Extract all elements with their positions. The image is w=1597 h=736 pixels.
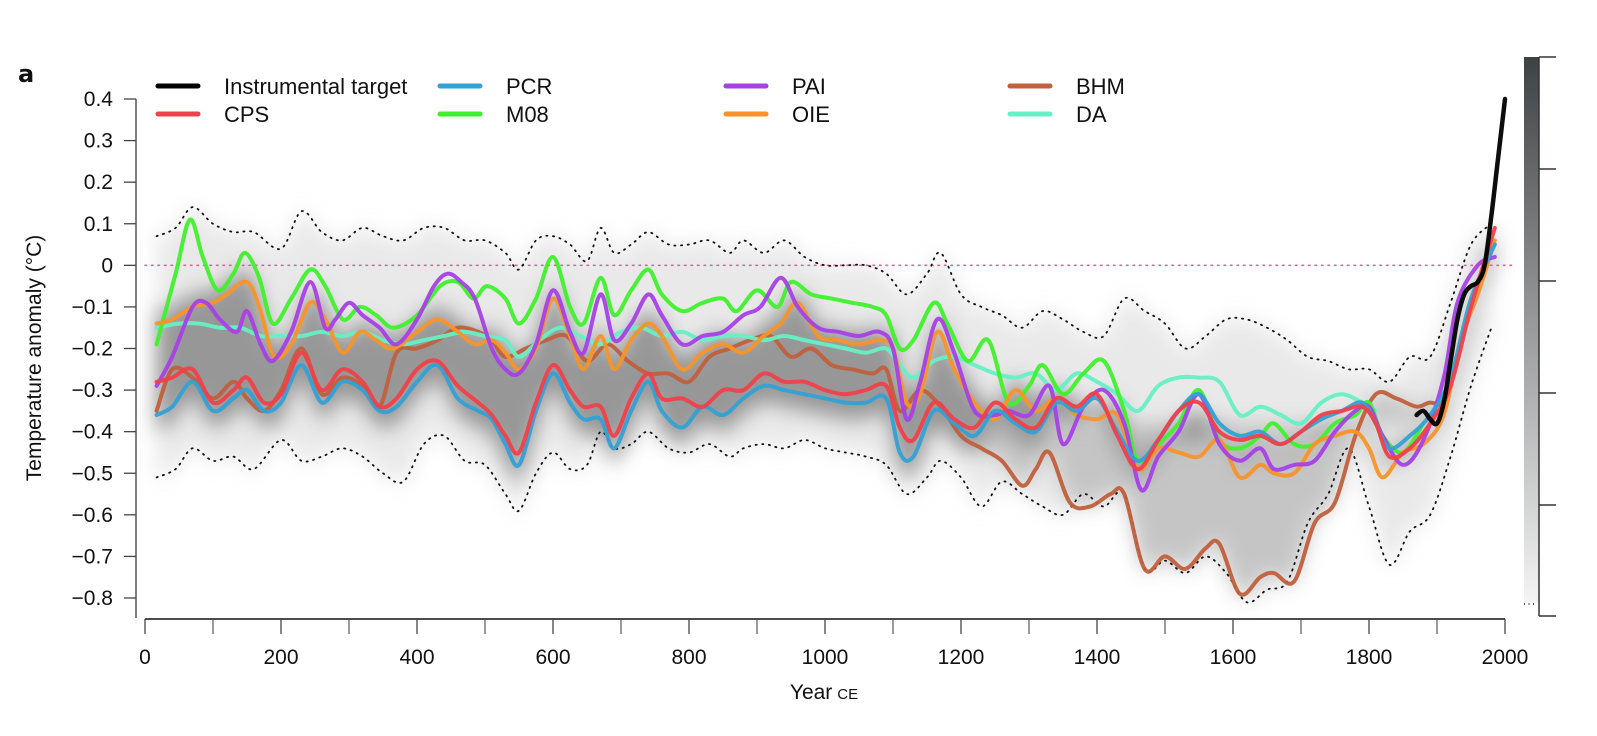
legend-label: OIE — [792, 102, 830, 127]
y-tick-label: −0.1 — [72, 296, 113, 319]
uncertainty-bounds-layer — [155, 206, 1493, 604]
x-tick-label: 400 — [399, 646, 434, 669]
x-axis-title-main: Year — [790, 681, 832, 704]
series-line-pai — [154, 255, 1497, 493]
legend-item-bhm: BHM — [1007, 74, 1125, 99]
legend-item-oie: OIE — [723, 102, 830, 127]
legend-item-pai: PAI — [723, 74, 826, 99]
y-tick-label: 0.2 — [84, 171, 113, 194]
upper-bound-line — [155, 206, 1493, 383]
series-line-m08 — [154, 217, 1426, 464]
x-axis: 0 200 400 600 800 1000 1200 1400 1600 1800 2000 — [139, 618, 1529, 669]
legend-label: M08 — [506, 102, 549, 127]
legend-label: CPS — [224, 102, 269, 127]
legend: Instrumental target CPS PCR M08 PAI OIE BHM DA — [155, 74, 1125, 127]
x-tick-label: 800 — [671, 646, 706, 669]
y-tick-label: 0.1 — [84, 213, 113, 236]
x-tick-label: 0 — [139, 646, 151, 669]
colorbar — [1524, 56, 1556, 617]
lower-bound-line — [155, 326, 1493, 604]
x-tick-label: 2000 — [1482, 646, 1529, 669]
legend-item-pcr: PCR — [437, 74, 552, 99]
x-tick-label: 200 — [263, 646, 298, 669]
x-tick-label: 1200 — [938, 646, 985, 669]
x-tick-label: 1800 — [1346, 646, 1393, 669]
x-tick-label: 1600 — [1210, 646, 1257, 669]
legend-label: DA — [1076, 102, 1107, 127]
x-axis-title: Year CE — [790, 681, 858, 704]
density-shading — [156, 207, 1495, 603]
legend-item-instrumental-target: Instrumental target — [155, 74, 407, 99]
legend-label: PAI — [792, 74, 826, 99]
legend-label: BHM — [1076, 74, 1125, 99]
legend-label: PCR — [506, 74, 552, 99]
y-axis: 0.4 0.3 0.2 0.1 0 −0.1 −0.2 −0.3 −0.4 −0.5 −0.6 −0.… — [72, 88, 137, 618]
y-tick-label: 0.4 — [84, 88, 114, 111]
y-axis-title: Temperature anomaly (°C) — [23, 235, 46, 481]
y-tick-label: −0.8 — [72, 587, 113, 610]
y-tick-label: −0.7 — [72, 545, 113, 568]
series-line-pcr — [154, 242, 1497, 468]
legend-label: Instrumental target — [224, 74, 407, 99]
y-tick-label: 0.3 — [84, 130, 113, 153]
bhm-density-band — [899, 390, 1444, 595]
x-axis-title-suffix: CE — [837, 686, 858, 703]
colorbar-gradient — [1524, 57, 1539, 603]
series-line-instrumental-target — [1414, 96, 1508, 427]
panel-label: a — [18, 60, 34, 88]
legend-item-cps: CPS — [155, 102, 269, 127]
y-tick-label: −0.4 — [72, 421, 114, 444]
series-line-cps — [154, 225, 1497, 472]
y-tick-label: −0.3 — [72, 379, 113, 402]
y-tick-label: −0.5 — [72, 462, 113, 485]
series-line-oie — [154, 238, 1497, 481]
x-tick-label: 600 — [535, 646, 570, 669]
legend-item-m08: M08 — [437, 102, 549, 127]
x-tick-label: 1400 — [1074, 646, 1121, 669]
y-tick-label: 0 — [101, 254, 113, 277]
legend-item-da: DA — [1007, 102, 1107, 127]
y-tick-label: −0.2 — [72, 338, 113, 361]
x-tick-label: 1000 — [802, 646, 849, 669]
y-tick-label: −0.6 — [72, 504, 113, 527]
series-layer — [154, 96, 1508, 597]
